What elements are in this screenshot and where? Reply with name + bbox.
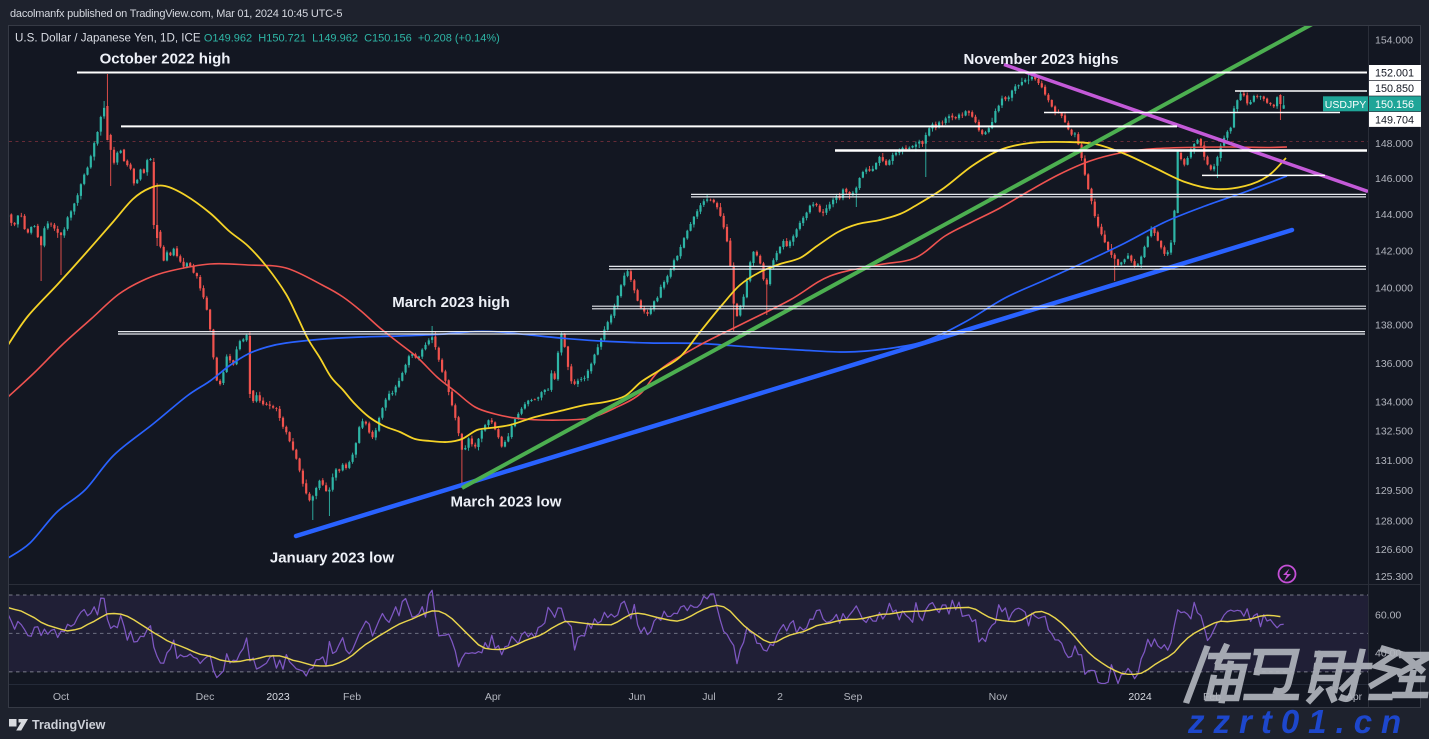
svg-text:Jul: Jul [702, 691, 715, 703]
svg-text:149.704: 149.704 [1375, 114, 1414, 126]
svg-text:129.500: 129.500 [1375, 485, 1413, 497]
svg-text:144.000: 144.000 [1375, 209, 1413, 221]
svg-text:126.600: 126.600 [1375, 544, 1413, 556]
svg-text:November 2023 highs: November 2023 highs [963, 51, 1118, 68]
svg-text:March 2023 high: March 2023 high [392, 294, 510, 311]
svg-text:U.S. Dollar / Japanese Yen, 1D: U.S. Dollar / Japanese Yen, 1D, ICE O149… [15, 32, 500, 45]
svg-text:Jun: Jun [629, 691, 646, 703]
svg-text:138.000: 138.000 [1375, 320, 1413, 332]
svg-text:125.300: 125.300 [1375, 571, 1413, 583]
svg-text:March 2023 low: March 2023 low [451, 494, 562, 511]
svg-text:140.000: 140.000 [1375, 282, 1413, 294]
svg-text:TradingView: TradingView [32, 718, 106, 732]
svg-text:2023: 2023 [266, 691, 290, 703]
svg-text:152.001: 152.001 [1375, 68, 1414, 80]
svg-text:January 2023 low: January 2023 low [270, 550, 395, 567]
svg-text:154.000: 154.000 [1375, 35, 1413, 47]
svg-text:2024: 2024 [1128, 691, 1152, 703]
svg-text:146.000: 146.000 [1375, 173, 1413, 185]
svg-text:128.000: 128.000 [1375, 515, 1413, 527]
svg-text:zzrt01.cn: zzrt01.cn [1187, 703, 1410, 739]
svg-text:Dec: Dec [196, 691, 215, 703]
svg-text:132.500: 132.500 [1375, 426, 1413, 438]
svg-text:USDJPY: USDJPY [1325, 99, 1366, 111]
svg-text:dacolmanfx published on Tradin: dacolmanfx published on TradingView.com,… [10, 8, 342, 20]
svg-text:134.000: 134.000 [1375, 396, 1413, 408]
svg-text:131.000: 131.000 [1375, 455, 1413, 467]
svg-text:Feb: Feb [343, 691, 361, 703]
svg-text:Sep: Sep [844, 691, 863, 703]
svg-text:150.850: 150.850 [1375, 83, 1414, 95]
svg-text:2: 2 [777, 691, 783, 703]
svg-text:60.00: 60.00 [1375, 610, 1401, 622]
svg-text:150.156: 150.156 [1375, 99, 1414, 111]
svg-text:Oct: Oct [53, 691, 69, 703]
svg-text:136.000: 136.000 [1375, 358, 1413, 370]
svg-text:Apr: Apr [485, 691, 502, 703]
svg-text:Nov: Nov [989, 691, 1008, 703]
svg-text:142.000: 142.000 [1375, 246, 1413, 258]
svg-text:October 2022 high: October 2022 high [100, 51, 231, 68]
svg-text:148.000: 148.000 [1375, 138, 1413, 150]
